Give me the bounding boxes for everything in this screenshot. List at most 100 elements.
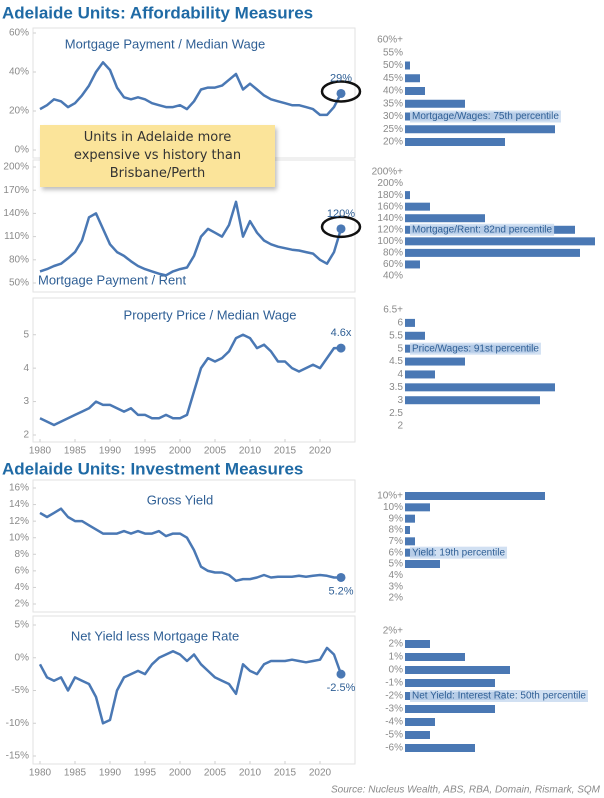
y-tick-label: 6%: [15, 565, 30, 576]
bar: [405, 61, 410, 70]
y-tick-label: 40%: [9, 67, 29, 78]
percentile-highlight: [410, 546, 508, 559]
end-marker: [336, 88, 346, 98]
category-label: 2%: [389, 593, 404, 604]
line-series: [39, 61, 343, 117]
percentile-highlight: [410, 223, 555, 236]
x-tick-label: 1995: [134, 768, 157, 779]
category-label: 45%: [383, 73, 403, 84]
category-label: 2.5: [389, 408, 403, 419]
category-label: -1%: [385, 678, 403, 689]
percentile-highlight: [410, 342, 541, 355]
y-tick-label: -10%: [6, 718, 29, 729]
x-tick-label: 2005: [204, 446, 227, 457]
y-tick-label: 5%: [15, 620, 30, 631]
category-label: -3%: [385, 704, 403, 715]
category-label: 60%: [383, 259, 403, 270]
category-label: 80%: [383, 248, 403, 259]
category-label: 9%: [389, 513, 404, 524]
x-tick-label: 1990: [99, 446, 122, 457]
y-tick-label: 20%: [9, 106, 29, 117]
x-tick-label: 1985: [64, 768, 87, 779]
end-label: 5.2%: [328, 585, 353, 597]
category-label: 10%+: [377, 491, 403, 502]
y-tick-label: 2: [23, 430, 29, 441]
chart-title: Gross Yield: [147, 492, 213, 507]
bar: [405, 74, 420, 83]
category-label: 35%: [383, 98, 403, 109]
bar: [405, 248, 580, 257]
category-label: 6%: [389, 547, 404, 558]
bar: [405, 718, 435, 726]
x-tick-label: 1980: [29, 446, 52, 457]
end-marker: [336, 669, 346, 679]
category-label: 5.5: [389, 330, 403, 341]
category-label: 160%: [377, 201, 403, 212]
category-label: 200%: [377, 178, 403, 189]
x-tick-label: 2000: [169, 768, 192, 779]
y-tick-label: 0%: [15, 145, 30, 156]
end-label: 29%: [330, 72, 352, 84]
bar: [405, 237, 595, 246]
y-tick-label: -15%: [6, 751, 29, 762]
y-tick-label: 50%: [9, 278, 29, 289]
category-label: 5%: [389, 559, 404, 570]
category-label: 60%+: [377, 35, 403, 46]
x-tick-label: 2010: [239, 768, 262, 779]
section-heading: Adelaide Units: Affordability Measures: [2, 3, 313, 22]
y-tick-label: 14%: [9, 499, 29, 510]
y-tick-label: 4%: [15, 582, 30, 593]
source: Source: Nucleus Wealth, ABS, RBA, Domain…: [331, 785, 601, 796]
highlight-circle: [320, 215, 362, 239]
end-marker: [336, 343, 346, 353]
bar: [405, 260, 420, 269]
line-series: [39, 333, 341, 427]
bar: [405, 318, 415, 327]
category-label: 6.5+: [383, 305, 403, 316]
category-label: 4: [397, 369, 403, 380]
bar: [405, 396, 540, 405]
panel-border: [32, 479, 356, 613]
y-tick-label: 8%: [15, 549, 30, 560]
category-label: 8%: [389, 525, 404, 536]
bar: [405, 492, 545, 500]
category-label: 140%: [377, 213, 403, 224]
y-tick-label: 140%: [3, 208, 29, 219]
percentile-highlight: [410, 690, 588, 702]
bar: [405, 214, 485, 223]
bar: [405, 99, 465, 108]
x-tick-label: 2015: [274, 768, 297, 779]
percentile-label: Mortgage/Wages: 75th percentile: [412, 111, 559, 122]
category-label: 55%: [383, 47, 403, 58]
bar: [405, 526, 410, 534]
category-label: 6: [397, 318, 403, 329]
bar: [405, 640, 430, 648]
bar: [405, 731, 430, 739]
bar: [405, 87, 425, 95]
category-label: 10%: [383, 502, 403, 513]
category-label: -4%: [385, 717, 403, 728]
bar: [405, 383, 555, 392]
category-label: 40%: [383, 271, 403, 282]
end-label: -2.5%: [327, 682, 356, 694]
category-label: 0%: [389, 665, 404, 676]
category-label: 50%: [383, 60, 403, 71]
x-tick-label: 2020: [309, 768, 332, 779]
x-tick-label: 1980: [29, 768, 52, 779]
category-label: 5: [397, 343, 403, 354]
category-label: 20%: [383, 137, 403, 148]
category-label: 120%: [377, 224, 403, 235]
bar: [405, 370, 435, 379]
bar: [405, 514, 415, 523]
bar: [405, 653, 465, 661]
y-tick-label: 0%: [15, 652, 30, 663]
category-label: -6%: [385, 743, 403, 754]
y-tick-label: 2%: [15, 599, 30, 610]
percentile-label: Net Yield: Interest Rate: 50th percentil…: [412, 691, 586, 702]
category-label: 3%: [389, 581, 404, 592]
y-tick-label: 10%: [9, 532, 29, 543]
category-label: 30%: [383, 111, 403, 122]
sticky-note: Units in Adelaide more expensive vs hist…: [40, 125, 275, 187]
y-tick-label: -5%: [11, 685, 29, 696]
